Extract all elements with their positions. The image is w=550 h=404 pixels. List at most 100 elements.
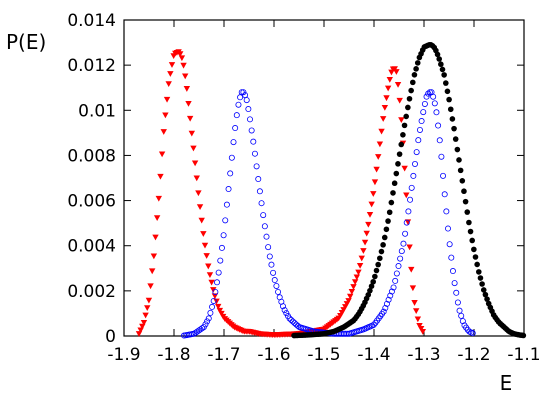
x-tick-label: -1.3 (407, 345, 440, 365)
data-point (347, 293, 354, 300)
data-point (411, 300, 418, 306)
data-point (452, 136, 459, 142)
data-point (200, 231, 207, 237)
data-point (188, 130, 195, 137)
data-point (266, 253, 273, 260)
data-point (449, 268, 456, 275)
data-point (459, 177, 466, 184)
data-point (440, 172, 447, 179)
data-point (395, 263, 402, 270)
data-point (411, 72, 418, 78)
data-point (402, 230, 409, 237)
data-point (279, 303, 286, 310)
data-point (449, 116, 456, 122)
data-point (218, 310, 225, 317)
data-point (361, 239, 369, 246)
data-point (401, 165, 408, 172)
data-point (289, 318, 296, 325)
data-point (413, 149, 420, 156)
data-point (467, 228, 474, 235)
data-point (397, 255, 404, 262)
data-point (222, 217, 229, 224)
y-tick-label: 0.014 (67, 11, 116, 31)
data-point (408, 87, 414, 94)
data-point (448, 254, 455, 261)
data-point (383, 300, 390, 307)
data-point (185, 100, 192, 107)
data-point (191, 160, 199, 167)
data-point (398, 117, 405, 124)
data-point (243, 97, 250, 104)
data-point (456, 157, 462, 163)
data-point (230, 139, 237, 146)
data-point (345, 298, 352, 304)
data-point (441, 191, 448, 198)
data-point (444, 225, 451, 232)
data-point (375, 154, 382, 160)
data-point (228, 154, 235, 161)
data-point (215, 303, 222, 310)
data-point (370, 191, 377, 197)
data-point (391, 66, 398, 72)
data-point (291, 319, 298, 326)
data-point (370, 321, 377, 328)
data-point (225, 186, 232, 193)
data-point (213, 279, 220, 286)
data-point (211, 293, 219, 300)
data-point (446, 96, 452, 103)
data-point (421, 100, 428, 107)
data-point (461, 188, 467, 195)
data-point (381, 104, 389, 111)
data-point (394, 81, 402, 88)
data-point (237, 94, 244, 101)
data-point (206, 272, 214, 279)
data-point (372, 273, 378, 280)
data-point (408, 266, 415, 273)
data-point (520, 332, 527, 339)
data-point (407, 196, 414, 203)
data-point (435, 122, 442, 129)
data-point (454, 299, 461, 306)
data-point (365, 221, 372, 228)
data-point (400, 131, 406, 138)
data-point (270, 269, 277, 276)
data-point (144, 305, 151, 311)
data-point (457, 167, 464, 174)
data-point (158, 151, 166, 158)
data-point (418, 118, 425, 125)
x-tick-label: -1.5 (307, 345, 340, 365)
data-point (469, 330, 476, 337)
data-point (403, 192, 410, 199)
data-point (205, 315, 212, 322)
data-point (145, 297, 153, 304)
data-point (381, 234, 388, 241)
data-point (160, 129, 167, 135)
data-point (438, 153, 445, 160)
data-point (413, 308, 420, 315)
data-point (391, 180, 398, 187)
data-point (420, 109, 427, 116)
data-point (370, 278, 377, 285)
data-point (466, 219, 472, 226)
data-point (456, 307, 463, 314)
data-point (177, 51, 184, 58)
data-point (388, 288, 395, 295)
data-point (474, 261, 480, 268)
data-point (232, 125, 239, 132)
data-point (149, 268, 156, 275)
data-point (205, 263, 212, 270)
data-point (482, 291, 489, 298)
data-point (439, 66, 446, 73)
data-point (261, 223, 268, 230)
data-point (479, 281, 485, 287)
data-point (283, 310, 290, 317)
data-point (426, 89, 433, 96)
y-axis-label: P(E) (6, 30, 46, 54)
data-point (203, 253, 210, 259)
data-point (385, 218, 391, 224)
data-point (472, 254, 479, 260)
data-marks (135, 42, 527, 339)
data-point (286, 315, 293, 322)
data-point (469, 237, 476, 244)
